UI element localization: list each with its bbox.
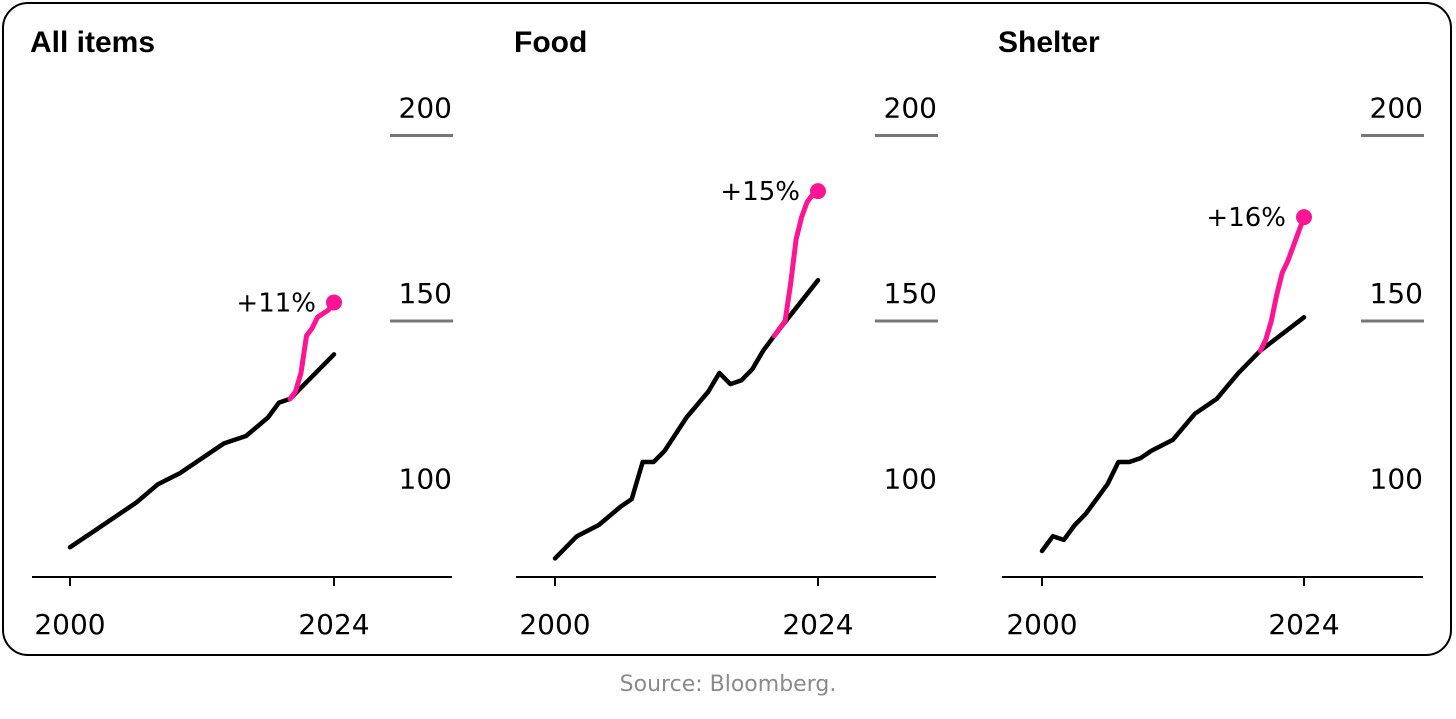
- x-tick-label: 2024: [1268, 608, 1339, 641]
- y-tick-label: 200: [399, 92, 452, 125]
- endpoint-marker: [326, 294, 342, 311]
- x-tick-label: 2024: [782, 608, 853, 641]
- panel-food: Food 200 150 100 2000 2024 +15%: [514, 26, 938, 641]
- actual-price-line: [771, 188, 821, 339]
- y-tick-label: 200: [884, 92, 937, 125]
- panel-shelter: Shelter 200 150 100 2000 2024 +16%: [998, 26, 1424, 641]
- endpoint-marker: [1296, 209, 1312, 226]
- y-tick-label: 150: [1370, 277, 1423, 310]
- trend-line: [1039, 348, 1263, 554]
- y-tick-label: 100: [399, 463, 452, 496]
- trend-line: [552, 333, 777, 561]
- actual-price-line: [1257, 214, 1307, 354]
- x-tick-label: 2024: [298, 608, 369, 641]
- trend-line: [67, 396, 293, 550]
- percent-annotation: +15%: [720, 177, 800, 207]
- endpoint-marker: [810, 183, 826, 200]
- actual-price-line: [287, 299, 337, 402]
- y-tick-label: 100: [884, 463, 937, 496]
- source-note: Source: Bloomberg.: [619, 672, 837, 697]
- trend-line: [1258, 315, 1307, 353]
- y-tick-label: 200: [1370, 92, 1423, 125]
- x-tick-label: 2000: [519, 608, 590, 641]
- x-tick-label: 2000: [1006, 608, 1077, 641]
- y-tick-label: 100: [1370, 463, 1423, 496]
- chart-frame: [2, 2, 1452, 656]
- panel-all-items: All items 200 150 100 2000 2024 +11%: [30, 26, 453, 641]
- panel-title: Shelter: [998, 26, 1100, 59]
- percent-annotation: +16%: [1206, 203, 1286, 233]
- y-tick-label: 150: [884, 277, 937, 310]
- panel-title: Food: [514, 26, 587, 59]
- y-tick-label: 150: [399, 277, 452, 310]
- percent-annotation: +11%: [236, 288, 316, 318]
- panel-title: All items: [30, 26, 155, 59]
- x-tick-label: 2000: [34, 608, 105, 641]
